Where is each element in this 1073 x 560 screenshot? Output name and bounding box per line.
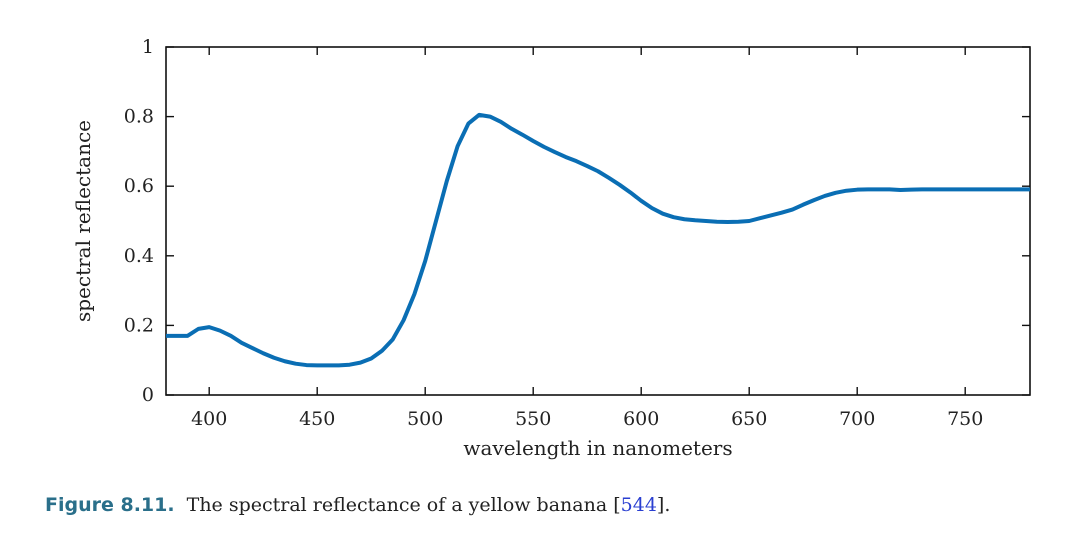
- x-axis-tick-labels: 400 450 500 550 600 650 700 750: [191, 408, 983, 430]
- y-axis-label: spectral reflectance: [71, 120, 95, 322]
- plot-border: [165, 46, 1031, 396]
- x-tick-label-450: 450: [299, 408, 335, 430]
- x-tick-label-700: 700: [839, 408, 875, 430]
- y-tick-label-0.8: 0.8: [124, 106, 154, 128]
- x-tick-label-500: 500: [407, 408, 443, 430]
- citation-close: ].: [656, 494, 671, 516]
- figure-caption: Figure 8.11. The spectral reflectance of…: [45, 494, 670, 516]
- y-axis-tick-labels: 0 0.2 0.4 0.6 0.8 1: [124, 36, 154, 406]
- figure-number: Figure 8.11.: [45, 494, 175, 516]
- plot-frame: [165, 46, 1031, 396]
- y-axis-ticks: [166, 46, 1030, 396]
- series-group: [166, 112, 1030, 368]
- x-tick-label-400: 400: [191, 408, 227, 430]
- x-tick-label-600: 600: [623, 408, 659, 430]
- y-tick-label-0.4: 0.4: [124, 245, 154, 267]
- x-axis-ticks: [208, 47, 966, 395]
- y-tick-label-0.2: 0.2: [124, 314, 154, 336]
- citation-open: [: [613, 494, 621, 516]
- y-tick-label-1: 1: [142, 36, 154, 58]
- y-tick-label-0: 0: [142, 384, 154, 406]
- x-tick-label-750: 750: [947, 408, 983, 430]
- y-tick-label-0.6: 0.6: [124, 175, 154, 197]
- caption-text: The spectral reflectance of a yellow ban…: [186, 494, 614, 516]
- spectral-reflectance-chart: 400 450 500 550 600 650 700 750 00.20.40.60.81 …: [71, 36, 1031, 460]
- reflectance-curve-0: [166, 112, 1030, 368]
- x-tick-label-550: 550: [515, 408, 551, 430]
- x-axis-label: wavelength in nanometers: [463, 436, 732, 460]
- x-tick-label-650: 650: [731, 408, 767, 430]
- citation-link[interactable]: 544: [620, 494, 657, 516]
